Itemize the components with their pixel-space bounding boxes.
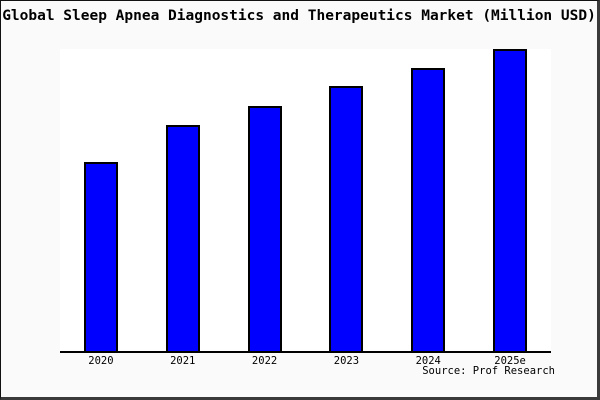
bar-2022 [247,105,282,351]
bar-2020 [83,162,118,351]
x-tick-label-2020: 2020 [88,355,114,367]
x-tick-label-2025e: 2025e [494,355,526,367]
bar-2024 [411,68,446,351]
x-tick-label-2021: 2021 [170,355,196,367]
bar-2023 [329,86,364,351]
bar-2021 [165,124,200,351]
chart-title: Global Sleep Apnea Diagnostics and Thera… [2,8,596,24]
x-axis-labels: 2020 2021 2022 2023 2024 2025e [60,355,551,369]
plot-area [60,49,551,353]
x-tick-label-2022: 2022 [251,355,278,367]
bar-2025e [493,49,528,351]
source-label: Source: Prof Research [422,365,555,377]
x-tick-label-2024: 2024 [415,355,441,367]
x-tick-label-2023: 2023 [333,355,360,367]
